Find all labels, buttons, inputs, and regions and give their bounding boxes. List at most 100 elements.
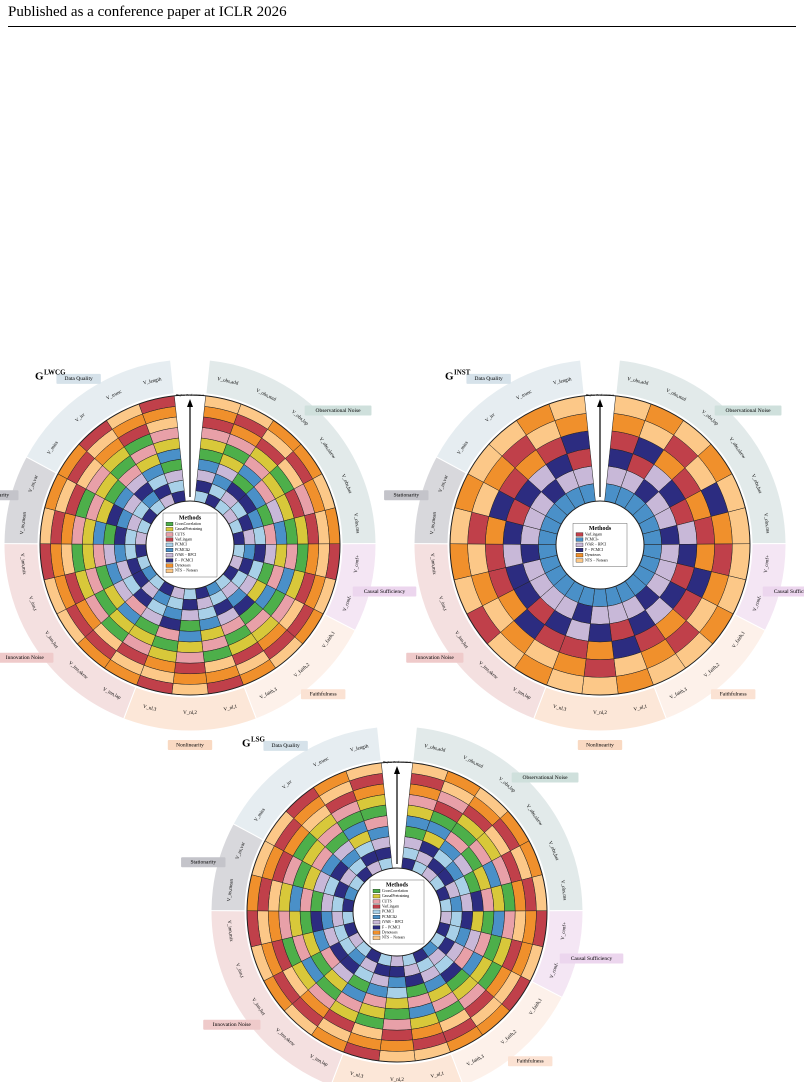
variable-label: V_irr: [485, 413, 497, 424]
chart-title: G: [445, 371, 454, 383]
legend-entry: CUTS: [175, 532, 185, 536]
rank-cell: [383, 1008, 411, 1020]
legend-entry: PCMCIΩ: [175, 548, 190, 552]
variable-label: V_obs,add: [626, 377, 649, 387]
variable-label: V_irr: [282, 780, 294, 791]
group-label-box: [203, 1019, 261, 1030]
rank-cell: [585, 641, 615, 660]
variable-label: V_obs,add: [423, 744, 446, 754]
variable-label: V_nl,2: [183, 711, 197, 716]
group-label-box: [384, 490, 429, 501]
variable-label: V_inn,mix: [226, 920, 233, 942]
variable-label: V_obs,ma: [559, 880, 567, 902]
legend-swatch: [575, 542, 584, 547]
legend-swatch: [165, 532, 174, 537]
rank-cell: [242, 528, 256, 545]
rank-cell: [485, 543, 506, 572]
variable-label: V_nl,1: [633, 704, 648, 712]
group-label: Data Quality: [271, 743, 300, 749]
variable-label: V_ns,var: [438, 474, 449, 493]
rank-cell: [711, 543, 733, 577]
legend-entry: VarLingam: [585, 532, 602, 536]
polar-chart: Observational Noise Causal Sufficiency Fai…: [0, 359, 417, 750]
rank-cell: [331, 911, 345, 928]
group-label: Observational Noise: [523, 775, 569, 781]
legend-entry: CrossCorrelation: [382, 889, 408, 893]
legend-swatch: [165, 522, 174, 526]
legend-entry: CausalPretraining: [175, 527, 202, 531]
legend-entry: Dynotears: [175, 563, 191, 567]
group-label: Nonlinearity: [586, 742, 614, 748]
group-label-box: [577, 740, 623, 750]
rank-cell: [253, 544, 267, 563]
variable-label: V_inn,mix: [19, 553, 26, 575]
group-band: [435, 359, 585, 474]
rank-cell: [382, 1018, 412, 1031]
legend-entry: Dynotears: [382, 930, 398, 934]
legend-swatch: [372, 904, 381, 909]
legend-swatch: [575, 553, 584, 558]
arrow-head: [394, 766, 400, 774]
legend-swatch: [372, 925, 381, 930]
group-label-box: [263, 740, 308, 751]
variable-label: V_conf+: [764, 555, 771, 573]
group-label-box: [714, 405, 782, 416]
rank-cell: [502, 543, 524, 568]
rank-cell: [320, 911, 334, 930]
legend-entry: CrossCorrelation: [175, 522, 201, 526]
group-label: Stationarity: [0, 493, 9, 499]
rank-cell: [381, 1029, 413, 1042]
legend-entry: fVAR − RPCI: [382, 920, 404, 924]
group-label: Observational Noise: [726, 408, 772, 414]
legend-entry: fVAR − RPCI: [585, 543, 607, 547]
arrow-head: [597, 399, 603, 407]
arrow-head: [187, 399, 193, 407]
rank-cell: [390, 955, 404, 967]
group-band: [25, 359, 175, 474]
outer-ring: [39, 394, 341, 696]
rank-cell: [176, 641, 204, 653]
arrow-label: Higher Performance: [176, 393, 205, 397]
legend-entry: PCMCI: [175, 543, 188, 547]
rank-cell: [386, 986, 408, 999]
variable-label: V_conf+: [561, 922, 568, 940]
rank-cell: [124, 544, 138, 561]
legend-entry: NTS − Notears: [585, 558, 609, 562]
variable-label: V_obs,add: [216, 377, 239, 387]
outer-ring: [449, 394, 751, 696]
rank-cell: [342, 911, 355, 925]
group-label-box: [406, 652, 464, 663]
legend-entry: NTS − Notears: [382, 936, 406, 940]
legend-swatch: [165, 537, 174, 542]
legend-swatch: [575, 548, 584, 552]
rank-cell: [242, 544, 256, 561]
rank-cell: [583, 658, 617, 678]
group-label-box: [301, 689, 346, 700]
rank-cell: [694, 543, 715, 572]
variable-label: V_conf-: [343, 595, 354, 613]
group-label-box: [508, 1056, 553, 1067]
group-label-box: [0, 490, 19, 501]
variable-label: V_inn,t: [27, 596, 37, 613]
legend-swatch: [372, 899, 381, 904]
group-label: Stationarity: [190, 860, 216, 866]
arrow-label: Higher Performance: [383, 760, 412, 764]
group-label: Data Quality: [474, 376, 503, 382]
legend-entry: PCMCIΩ: [382, 915, 397, 919]
group-label: Innovation Noise: [416, 655, 455, 661]
variable-label: V_obs,ma: [352, 513, 360, 535]
rank-cell: [113, 544, 127, 563]
legend-entry: NTS − Notears: [175, 569, 199, 573]
legend-entry: F − PCMCI: [175, 558, 194, 562]
polar-chart: Observational Noise Causal Sufficiency Fai…: [181, 726, 624, 1082]
variable-label: V_nl,2: [593, 711, 607, 716]
legend-entry: CUTS: [382, 899, 392, 903]
chart-title-superscript: INST: [454, 369, 471, 377]
group-band: [232, 726, 382, 841]
rank-cell: [587, 623, 613, 643]
variable-label: V_nl,3: [142, 705, 157, 713]
legend-swatch: [372, 915, 381, 919]
legend-title: Methods: [589, 526, 612, 532]
